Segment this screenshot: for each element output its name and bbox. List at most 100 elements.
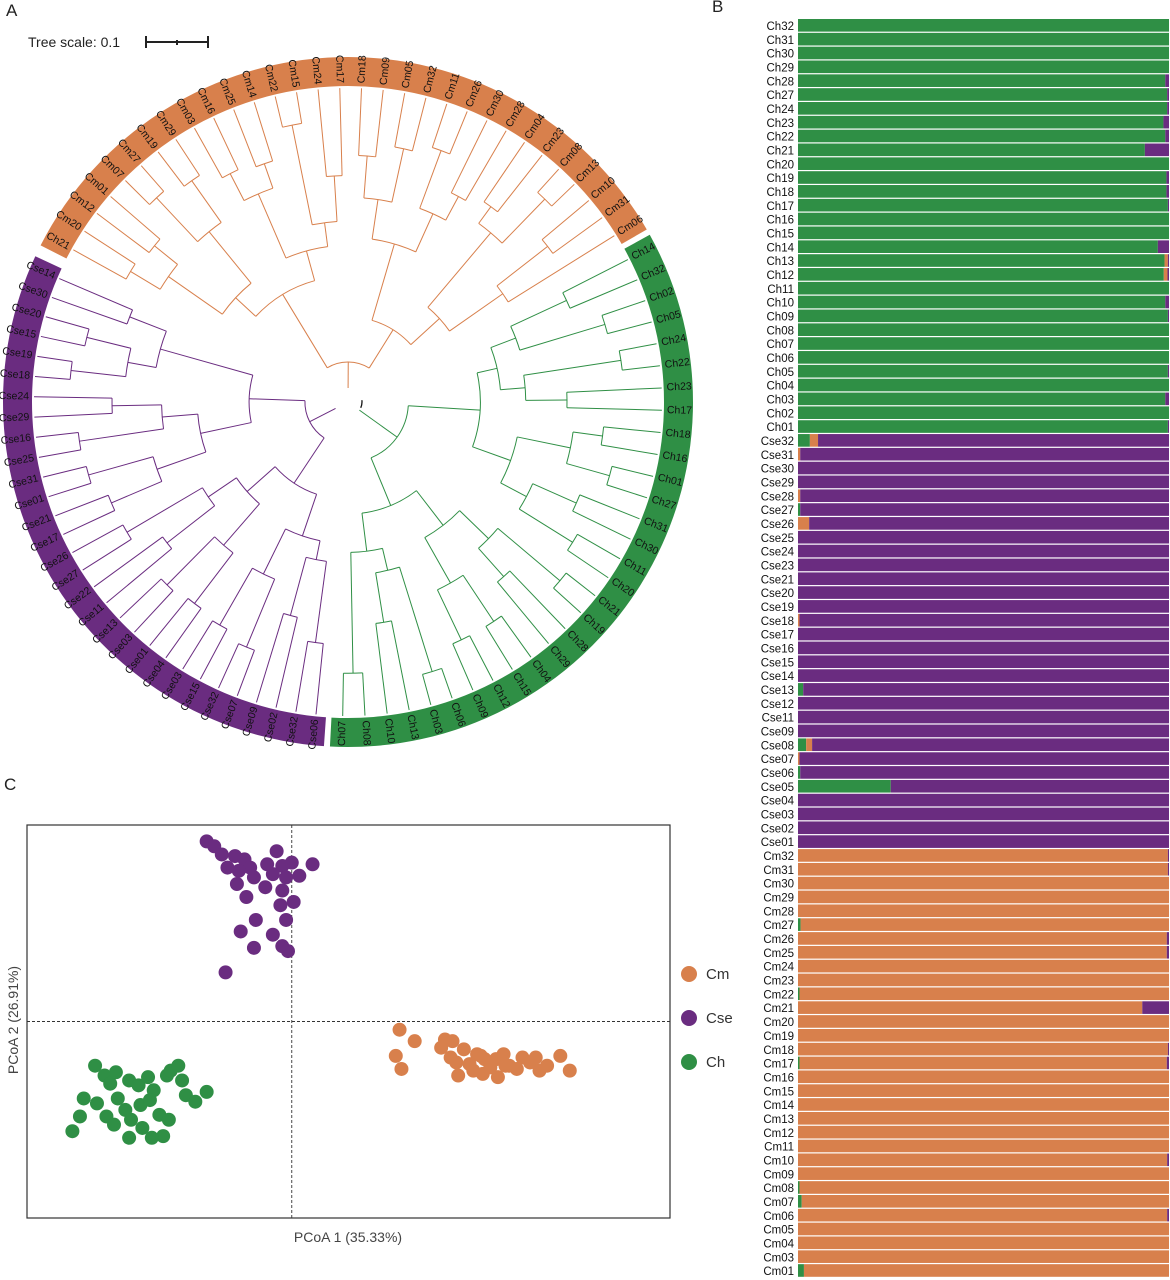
structure-segment-cse xyxy=(803,683,1169,696)
pcoa-point-cse xyxy=(258,880,273,895)
tree-branch xyxy=(200,422,252,434)
structure-segment-cse xyxy=(798,558,1169,572)
structure-segment-ch xyxy=(798,987,800,1001)
tree-arc xyxy=(201,487,216,507)
structure-segment-ch xyxy=(798,295,1166,309)
tree-branch xyxy=(194,127,223,179)
structure-segment-cse xyxy=(1157,240,1169,253)
structure-segment-cse xyxy=(1167,198,1169,212)
tree-branch xyxy=(140,165,165,192)
tree-branch xyxy=(566,463,610,477)
pcoa-point-cse xyxy=(305,857,320,872)
pcoa-point-cm xyxy=(407,1034,422,1049)
tree-branch xyxy=(93,536,163,588)
tree-branch xyxy=(510,299,567,327)
tree-branch xyxy=(566,407,662,411)
pcoa-point-ch xyxy=(199,1084,214,1099)
pcoa-point-ch xyxy=(110,1091,125,1106)
structure-segment-ch xyxy=(798,157,1169,170)
tree-branch xyxy=(569,279,638,309)
structure-segment-cse xyxy=(1167,364,1169,378)
tree-branch xyxy=(517,436,571,449)
pcoa-scatter: PCoA 1 (35.33%) PCoA 2 (26.91%) Cm Cse Ch xyxy=(5,824,733,1245)
structure-row-label: Cm22 xyxy=(763,989,794,1001)
tree-branch xyxy=(63,510,115,535)
tree-arc xyxy=(285,528,321,542)
tree-branch xyxy=(566,387,662,393)
tree-branch xyxy=(130,271,161,290)
structure-row-label: Cm06 xyxy=(763,1211,794,1223)
tree-branch xyxy=(175,139,200,176)
pcoa-point-cse xyxy=(292,868,307,883)
structure-segment-ch xyxy=(798,212,1169,226)
structure-row-label: Cse04 xyxy=(761,796,795,808)
tree-branch xyxy=(501,198,546,244)
structure-row-label: Cse20 xyxy=(761,588,794,600)
tree-branch xyxy=(577,533,621,560)
pcoa-point-cm xyxy=(388,1048,403,1063)
structure-segment-cse xyxy=(798,530,1169,544)
tree-arc xyxy=(451,192,466,201)
tree-branch xyxy=(441,668,453,699)
tree-branch xyxy=(88,456,154,476)
structure-row-label: Ch15 xyxy=(767,228,795,240)
tip-label: Ch23 xyxy=(666,380,692,393)
tree-arc xyxy=(125,348,132,377)
tree-branch xyxy=(38,449,81,458)
tree-branch xyxy=(459,510,489,540)
tip-label: Ch13 xyxy=(404,714,421,741)
structure-segment-cse xyxy=(1167,1042,1169,1056)
structure-segment-cm xyxy=(798,1125,1169,1139)
structure-segment-cse xyxy=(798,835,1169,848)
structure-row-label: Cm31 xyxy=(763,865,794,877)
pcoa-point-ch xyxy=(156,1129,171,1144)
tree-arc xyxy=(419,207,446,221)
structure-segment-ch xyxy=(798,240,1158,253)
structure-segment-cse xyxy=(1166,185,1169,198)
structure-segment-cm xyxy=(798,959,1169,973)
pcoa-point-ch xyxy=(161,1112,176,1127)
tree-arc xyxy=(222,169,239,179)
structure-segment-cm xyxy=(806,738,813,752)
pcoa-point-ch xyxy=(76,1091,91,1106)
structure-segment-ch xyxy=(798,392,1166,406)
tree-scale-label: Tree scale: 0.1 xyxy=(28,34,120,50)
tree-branch xyxy=(350,552,354,674)
pcoa-point-ch xyxy=(171,1058,186,1073)
structure-row-label: Cm32 xyxy=(763,851,794,863)
pcoa-point-ch xyxy=(175,1073,190,1088)
tip-label: Ch01 xyxy=(657,472,684,490)
structure-row-label: Cse21 xyxy=(761,574,794,586)
tree-arc xyxy=(606,466,613,486)
tree-branch xyxy=(34,376,71,380)
structure-row-label: Ch14 xyxy=(767,242,795,254)
structure-segment-cse xyxy=(798,600,1169,613)
tree-branch xyxy=(408,405,481,411)
structure-segment-ch xyxy=(798,19,1169,32)
clade-root-branch xyxy=(359,409,398,438)
tree-branch xyxy=(490,337,516,349)
tree-branch xyxy=(72,524,124,553)
tree-branch xyxy=(375,89,384,157)
structure-segment-cm xyxy=(798,1208,1168,1222)
pcoa-point-cse xyxy=(214,847,229,862)
structure-row-label: Ch12 xyxy=(767,270,795,282)
tree-branch xyxy=(282,294,328,369)
structure-row-label: Ch32 xyxy=(767,21,795,33)
tree-branch xyxy=(476,367,498,374)
tree-arc xyxy=(197,222,222,243)
structure-segment-cse xyxy=(818,434,1169,447)
tree-branch xyxy=(233,109,257,167)
structure-segment-cm xyxy=(798,1167,1169,1180)
tree-branch xyxy=(500,387,526,391)
tree-arc xyxy=(618,350,623,371)
pcoa-point-cse xyxy=(233,924,248,939)
tree-branch xyxy=(156,451,207,470)
pcoa-point-cse xyxy=(231,863,246,878)
structure-segment-cse xyxy=(1165,74,1169,87)
structure-segment-ch xyxy=(798,102,1168,115)
structure-row-label: Ch04 xyxy=(767,381,795,393)
structure-row-label: Cse06 xyxy=(761,768,794,780)
structure-segment-cse xyxy=(798,696,1169,710)
tree-arc xyxy=(159,264,178,290)
